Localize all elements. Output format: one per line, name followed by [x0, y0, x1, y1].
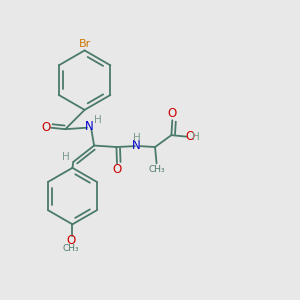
Text: O: O: [185, 130, 195, 143]
Text: O: O: [41, 121, 50, 134]
Text: Br: Br: [79, 39, 91, 49]
Text: O: O: [112, 164, 122, 176]
Text: H: H: [133, 133, 140, 143]
Text: O: O: [66, 234, 76, 248]
Text: N: N: [132, 139, 141, 152]
Text: CH₃: CH₃: [148, 165, 165, 174]
Text: H: H: [94, 115, 101, 125]
Text: N: N: [85, 120, 93, 133]
Text: O: O: [168, 107, 177, 120]
Text: CH₃: CH₃: [63, 244, 79, 253]
Text: H: H: [62, 152, 70, 162]
Text: H: H: [192, 132, 200, 142]
